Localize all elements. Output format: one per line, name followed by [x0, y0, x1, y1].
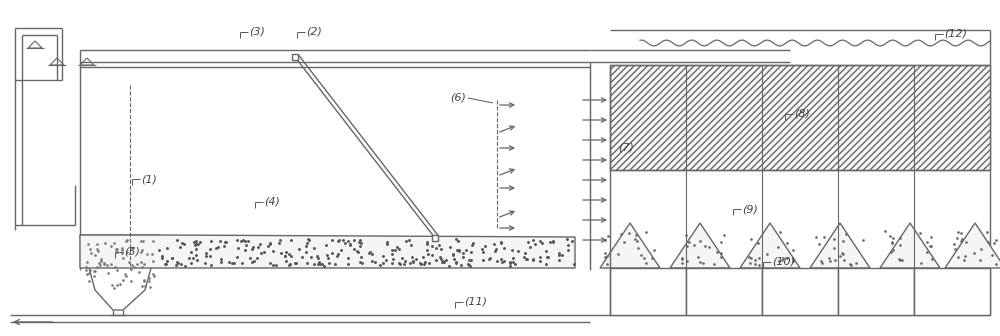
- Text: (10): (10): [772, 257, 795, 267]
- Polygon shape: [600, 223, 660, 268]
- Text: (4): (4): [264, 197, 280, 207]
- Bar: [292, 54, 298, 60]
- Text: (12): (12): [944, 29, 967, 39]
- Text: (6): (6): [450, 93, 466, 103]
- Polygon shape: [945, 223, 1000, 268]
- Polygon shape: [810, 223, 870, 268]
- Polygon shape: [670, 223, 730, 268]
- Text: (9): (9): [742, 204, 758, 214]
- Polygon shape: [880, 223, 940, 268]
- Text: (1): (1): [141, 174, 157, 184]
- Bar: [762, 268, 838, 315]
- Polygon shape: [80, 235, 575, 268]
- Bar: [914, 268, 990, 315]
- Bar: [432, 235, 438, 241]
- Bar: [686, 268, 762, 315]
- Polygon shape: [80, 235, 160, 310]
- Text: (11): (11): [464, 297, 487, 307]
- Polygon shape: [740, 223, 800, 268]
- Text: (2): (2): [306, 27, 322, 37]
- Text: (8): (8): [794, 109, 810, 119]
- Bar: [610, 65, 990, 170]
- Text: (3): (3): [249, 27, 265, 37]
- Text: (7): (7): [618, 143, 634, 153]
- Bar: [610, 268, 686, 315]
- Text: (5): (5): [124, 247, 140, 257]
- Bar: [838, 268, 914, 315]
